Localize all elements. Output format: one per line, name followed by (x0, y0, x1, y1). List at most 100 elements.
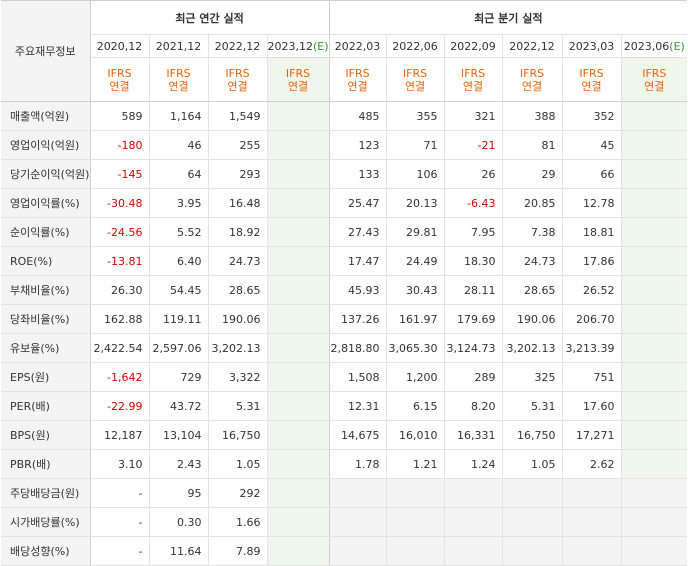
ifrs-label: IFRS (519, 66, 545, 80)
value-cell (266, 188, 330, 218)
row-label: PBR(배) (1, 449, 91, 479)
empty-cell (328, 536, 387, 566)
empty-cell (328, 507, 387, 537)
value-cell (620, 304, 688, 334)
table-row: 부채비율(%) 26.30 54.45 28.65 45.93 30.43 28.11 28.… (1, 275, 688, 305)
period-label: 2023,06 (623, 39, 670, 53)
value-cell (266, 101, 330, 131)
value-cell (266, 507, 330, 537)
table-row: PER(배) -22.99 43.72 5.31 12.31 6.15 8.20 5.31 17… (1, 391, 688, 421)
value-cell: 29.81 (385, 217, 445, 247)
value-cell: 17,271 (561, 420, 622, 450)
value-cell: 2,818.80 (328, 333, 387, 363)
value-cell: 6.15 (385, 391, 445, 421)
value-cell: 190.06 (207, 304, 267, 334)
period-header: 2022,12 (207, 34, 267, 58)
row-label: 매출액(억원) (1, 101, 91, 131)
value-cell: - (89, 536, 149, 566)
value-cell: 95 (148, 478, 208, 508)
consolidated-label: 연결 (581, 79, 602, 93)
value-cell (266, 159, 330, 189)
row-label: 부채비율(%) (1, 275, 91, 305)
value-cell: 162.88 (89, 304, 149, 334)
value-cell: 3,065.30 (385, 333, 445, 363)
value-cell: 106 (385, 159, 445, 189)
value-cell: 26.52 (561, 275, 622, 305)
ifrs-badge: IFRS 연결 (561, 57, 622, 102)
empty-cell (385, 536, 445, 566)
value-cell: 292 (207, 478, 267, 508)
value-cell: 123 (328, 130, 387, 160)
value-cell: 3.10 (89, 449, 149, 479)
value-cell: 81 (501, 130, 563, 160)
value-cell (620, 420, 688, 450)
ifrs-label: IFRS (460, 66, 486, 80)
consolidated-label: 연결 (227, 79, 248, 93)
period-header: 2022,09 (443, 34, 503, 58)
value-cell: 206.70 (561, 304, 622, 334)
ifrs-badge: IFRS 연결 (266, 57, 330, 102)
empty-cell (620, 536, 688, 566)
period-label: 2023,12 (267, 39, 313, 53)
value-cell: 54.45 (148, 275, 208, 305)
value-cell: 161.97 (385, 304, 445, 334)
value-cell: 1.24 (443, 449, 503, 479)
value-cell (266, 449, 330, 479)
value-cell: 2.43 (148, 449, 208, 479)
value-cell: 388 (501, 101, 563, 131)
consolidated-label: 연결 (347, 79, 368, 93)
value-cell: 8.20 (443, 391, 503, 421)
value-cell: 20.85 (501, 188, 563, 218)
value-cell: 3,202.13 (501, 333, 563, 363)
row-label: 당좌비율(%) (1, 304, 91, 334)
empty-cell (443, 536, 503, 566)
value-cell: -21 (443, 130, 503, 160)
value-cell (266, 217, 330, 247)
estimate-marker: (E) (313, 39, 329, 53)
consolidated-label: 연결 (287, 79, 309, 93)
value-cell: 325 (501, 362, 563, 392)
value-cell: 26 (443, 159, 503, 189)
table-row: ROE(%) -13.81 6.40 24.73 17.47 24.49 18.30 24.7… (1, 246, 688, 276)
empty-cell (385, 478, 445, 508)
row-label: 영업이익(억원) (1, 130, 91, 160)
row-label: 배당성향(%) (1, 536, 91, 566)
empty-cell (501, 536, 563, 566)
quarter-title: 최근 분기 실적 (328, 0, 688, 35)
period-header: 2022,06 (385, 34, 445, 58)
ifrs-badge: IFRS 연결 (207, 57, 267, 102)
value-cell: 3.95 (148, 188, 208, 218)
value-cell: 190.06 (501, 304, 563, 334)
value-cell: -6.43 (443, 188, 503, 218)
value-cell: 13,104 (148, 420, 208, 450)
value-cell: 5.31 (207, 391, 267, 421)
ifrs-label: IFRS (402, 66, 428, 80)
value-cell: 12.31 (328, 391, 387, 421)
empty-cell (443, 478, 503, 508)
value-cell: - (89, 507, 149, 537)
value-cell: 24.49 (385, 246, 445, 276)
value-cell: -180 (89, 130, 149, 160)
ifrs-label: IFRS (166, 66, 191, 80)
value-cell (266, 478, 330, 508)
ifrs-badge: IFRS 연결 (90, 57, 149, 102)
ifrs-label: IFRS (345, 66, 370, 80)
value-cell: 3,124.73 (443, 333, 503, 363)
value-cell: 14,675 (328, 420, 387, 450)
value-cell: 28.65 (501, 275, 563, 305)
row-label: PER(배) (1, 391, 91, 421)
empty-cell (328, 478, 387, 508)
table-row: PBR(배) 3.10 2.43 1.05 1.78 1.21 1.24 1.05 2.62 (1, 449, 688, 479)
empty-cell (443, 507, 503, 537)
period-header: 2023,03 (561, 34, 622, 58)
value-cell: -145 (89, 159, 149, 189)
value-cell: 119.11 (148, 304, 208, 334)
table-row: 배당성향(%) -11.64 7.89 (1, 536, 688, 566)
value-cell (620, 391, 688, 421)
value-cell: 17.60 (561, 391, 622, 421)
value-cell: 3,213.39 (561, 333, 622, 363)
value-cell: 1.21 (385, 449, 445, 479)
table-row: 영업이익(억원) -180 46 255 123 71 -21 81 45 (1, 130, 688, 160)
value-cell: 30.43 (385, 275, 445, 305)
value-cell: 589 (89, 101, 149, 131)
